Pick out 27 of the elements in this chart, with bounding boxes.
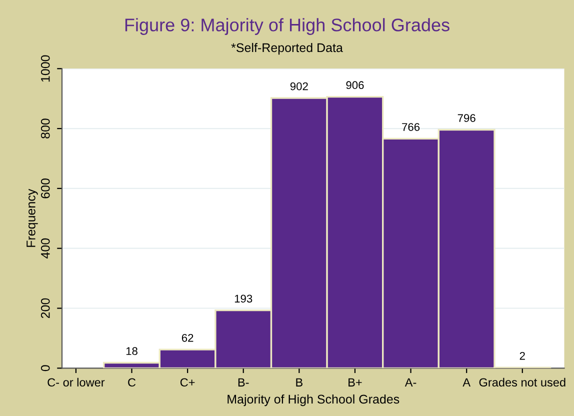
data-label: 193 <box>234 294 252 303</box>
data-label: 18 <box>126 347 138 356</box>
data-label: 796 <box>458 114 476 122</box>
y-tick-label: 0 <box>40 365 50 372</box>
y-tick-label: 1000 <box>40 55 50 82</box>
data-label: 2 <box>520 352 525 360</box>
x-tick-label: A <box>462 378 470 386</box>
x-tick-label: C- or lower <box>48 378 105 387</box>
data-label: 902 <box>290 82 308 90</box>
x-tick-label: B <box>296 378 302 386</box>
x-tick-label: C <box>128 378 136 387</box>
x-tick-label: C+ <box>180 378 195 387</box>
y-tick-label: 600 <box>40 178 50 198</box>
y-tick-label: 400 <box>40 238 50 258</box>
x-axis-title: Majority of High School Grades <box>228 394 400 406</box>
x-tick-label: B+ <box>348 378 362 386</box>
data-label: 766 <box>402 123 420 131</box>
y-axis-title: Frequency <box>26 188 38 247</box>
y-tick-label: 800 <box>40 118 50 138</box>
data-label: 62 <box>182 334 194 342</box>
x-tick-label: A- <box>404 378 416 386</box>
chart-title: Figure 9: Majority of High School Grades <box>125 18 450 35</box>
x-tick-label: Grades not used <box>479 378 566 387</box>
chart-subtitle: *Self-Reported Data <box>231 42 343 55</box>
data-label: 906 <box>346 81 364 90</box>
x-tick-label: B- <box>238 378 249 386</box>
y-tick-label: 200 <box>40 298 50 318</box>
